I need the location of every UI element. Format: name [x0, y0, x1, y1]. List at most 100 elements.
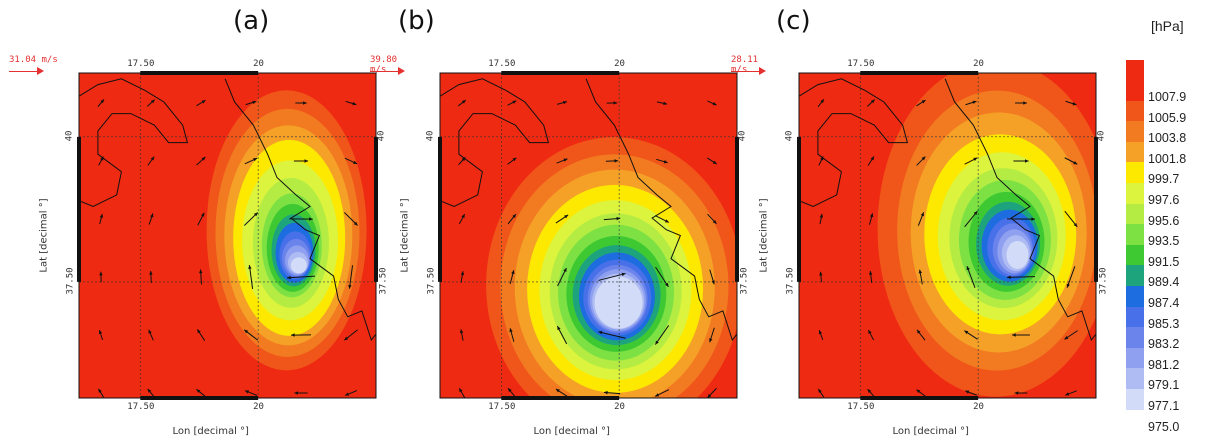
tick-label-left: 40 — [425, 130, 435, 141]
wind-arrow-head — [918, 269, 923, 274]
tick-label-right: 37.50 — [740, 267, 750, 294]
wind-arrow-head — [964, 330, 969, 335]
wind-arrow-head — [616, 216, 621, 221]
wind-arrow-head — [1072, 102, 1077, 106]
wind-arrow-head — [921, 100, 926, 104]
legend-label: 981.2 — [1148, 357, 1180, 372]
tick-label-right: 37.50 — [1099, 267, 1109, 294]
wind-arrow-head — [244, 329, 249, 334]
legend-item: 997.6 — [1126, 183, 1216, 207]
wind-arrow-head — [459, 388, 463, 393]
legend-swatch — [1126, 224, 1144, 245]
pressure-map — [797, 71, 1098, 400]
legend-label: 977.1 — [1148, 399, 1180, 413]
y-axis-label: Lat [decimal °] — [759, 198, 770, 272]
legend-item: 1001.8 — [1126, 141, 1216, 166]
wind-arrow-head — [868, 329, 872, 334]
tick-label-top: 17.50 — [127, 59, 154, 69]
wind-arrow-head — [868, 271, 873, 275]
wind-arrow-head — [818, 330, 823, 335]
legend-swatch — [1126, 203, 1144, 225]
wind-arrow-head — [512, 157, 517, 162]
wind-arrow-head — [564, 214, 569, 219]
wind-arrow-head — [613, 101, 618, 105]
wind-arrow-head — [150, 213, 154, 218]
tick-label-right: 40 — [1096, 130, 1106, 141]
wind-arrow-head — [98, 388, 102, 393]
pressure-map — [77, 71, 378, 400]
wind-arrow-head — [460, 271, 465, 276]
legend-item: 1007.9 — [1126, 60, 1216, 104]
legend-item: 987.4 — [1126, 286, 1216, 310]
legend-swatch — [1126, 347, 1144, 369]
wind-arrow-head — [344, 336, 349, 341]
coastline-italy — [79, 78, 189, 208]
wind-arrow-head — [148, 329, 152, 334]
y-axis-label: Lat [decimal °] — [39, 198, 50, 272]
wind-arrow-head — [348, 284, 352, 289]
wind-arrow-head — [655, 340, 659, 345]
legend-item: 975.0 — [1126, 410, 1216, 434]
tick-label-left: 37.50 — [66, 267, 76, 294]
wind-arrow-head — [920, 212, 924, 217]
panel-label: (a) — [233, 6, 270, 36]
wind-arrow-head — [916, 329, 921, 334]
legend-label: 999.7 — [1148, 172, 1180, 187]
legend-label: 995.6 — [1148, 213, 1180, 228]
legend-swatch — [1126, 327, 1144, 348]
wind-arrow-head — [245, 390, 250, 394]
x-axis-label: Lon [decimal °] — [173, 426, 249, 437]
coastline-greece — [224, 78, 376, 342]
wind-arrow-head — [712, 219, 717, 224]
legend-swatch — [1126, 306, 1144, 328]
legend-item: 1003.8 — [1126, 121, 1216, 145]
wind-arrow-head — [820, 156, 824, 161]
wind-arrow-head — [867, 389, 872, 393]
wind-arrow-head — [461, 157, 466, 162]
y-axis-label: Lat [decimal °] — [400, 198, 411, 272]
wind-arrow-head — [197, 329, 201, 334]
wind-arrow-head — [461, 100, 466, 104]
wind-arrow-head — [921, 156, 926, 161]
legend-item: 979.1 — [1126, 368, 1216, 392]
wind-arrow-head — [201, 100, 206, 104]
legend-label: 989.4 — [1148, 275, 1180, 290]
legend-item: 977.1 — [1126, 389, 1216, 413]
wind-arrow-head — [621, 272, 626, 277]
tick-label-right: 40 — [376, 130, 386, 141]
wind-arrow-head — [98, 330, 103, 335]
wind-arrow-head — [563, 267, 567, 272]
reference-wind-speed: 28.11 m/s — [731, 55, 759, 75]
wind-arrow-head — [712, 102, 717, 106]
legend-item: 999.7 — [1126, 162, 1216, 187]
coastline-italy — [440, 78, 550, 208]
wind-arrow-head — [511, 270, 515, 275]
wind-arrow-head — [1023, 101, 1027, 105]
wind-arrow-head — [563, 158, 568, 162]
tick-label-bottom: 17.50 — [488, 402, 515, 412]
panel-label: (c) — [776, 6, 811, 36]
tick-label-bottom: 20 — [973, 402, 984, 412]
wind-arrow — [598, 273, 626, 281]
wind-arrow-head — [709, 338, 713, 343]
wind-arrow-head — [147, 388, 152, 393]
wind-arrow-head — [150, 156, 155, 161]
legend-item: 991.5 — [1126, 244, 1216, 269]
wind-arrow-head — [557, 326, 561, 331]
wind-arrow-head — [869, 213, 874, 218]
wind-arrow-head — [973, 157, 978, 161]
wind-arrow-head — [655, 393, 660, 397]
legend-label: 993.5 — [1148, 234, 1180, 249]
tick-label-right: 40 — [737, 130, 747, 141]
wind-arrow-head — [196, 389, 201, 393]
pressure-map — [438, 71, 739, 400]
wind-arrow-head — [294, 391, 298, 395]
x-axis-label: Lon [decimal °] — [893, 426, 969, 437]
wind-arrow — [966, 266, 976, 288]
wind-arrow-head — [819, 271, 823, 276]
wind-arrow-head — [819, 213, 824, 218]
legend-label: 1005.9 — [1148, 110, 1187, 125]
legend-item: 993.5 — [1126, 224, 1216, 249]
wind-arrow-head — [555, 389, 560, 393]
tick-label-top: 20 — [614, 59, 625, 69]
